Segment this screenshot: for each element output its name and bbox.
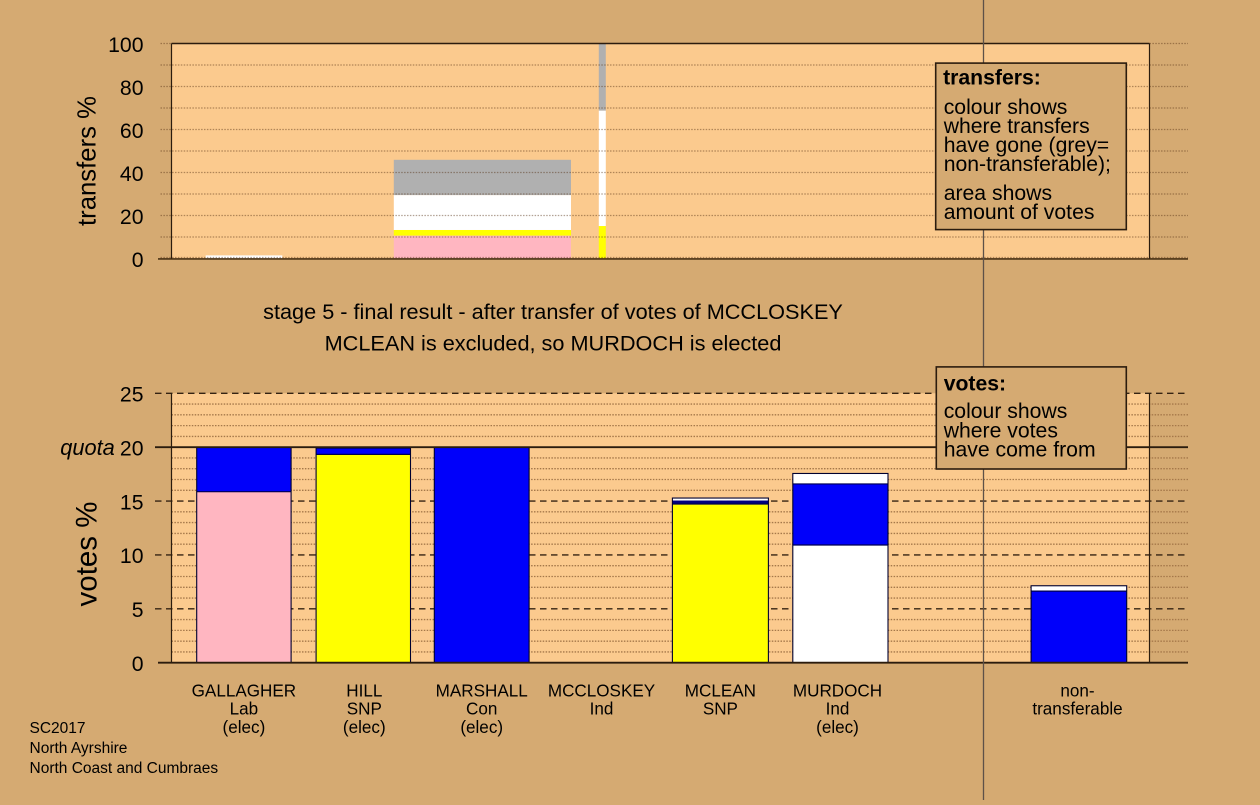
svg-text:North Coast and Cumbraes: North Coast and Cumbraes xyxy=(30,760,219,777)
svg-text:amount of votes: amount of votes xyxy=(944,201,1095,224)
svg-text:80: 80 xyxy=(120,77,144,100)
svg-text:40: 40 xyxy=(120,163,144,186)
svg-text:(elec): (elec) xyxy=(223,718,266,737)
svg-text:(elec): (elec) xyxy=(343,718,386,737)
svg-text:transfers %: transfers % xyxy=(74,96,102,226)
svg-text:Con: Con xyxy=(466,700,497,719)
svg-text:HILL: HILL xyxy=(346,682,382,701)
svg-text:20: 20 xyxy=(120,438,144,461)
svg-text:0: 0 xyxy=(132,653,144,676)
svg-text:colour shows: colour shows xyxy=(944,96,1068,119)
svg-text:SNP: SNP xyxy=(347,700,382,719)
svg-text:SNP: SNP xyxy=(703,700,738,719)
svg-text:colour shows: colour shows xyxy=(944,400,1068,423)
svg-text:MCCLOSKEY: MCCLOSKEY xyxy=(548,682,656,701)
svg-text:where votes: where votes xyxy=(943,419,1058,442)
svg-text:(elec): (elec) xyxy=(460,718,503,737)
svg-text:10: 10 xyxy=(120,545,144,568)
svg-text:non-: non- xyxy=(1060,682,1094,701)
svg-text:area shows: area shows xyxy=(944,182,1052,205)
svg-text:MARSHALL: MARSHALL xyxy=(436,682,528,701)
svg-text:25: 25 xyxy=(120,384,144,407)
svg-text:stage 5 - final result - after: stage 5 - final result - after transfer … xyxy=(263,299,843,324)
svg-text:non-transferable);: non-transferable); xyxy=(944,153,1111,176)
svg-text:MCLEAN: MCLEAN xyxy=(685,682,756,701)
svg-text:votes:: votes: xyxy=(944,372,1006,395)
svg-text:5: 5 xyxy=(132,599,144,622)
svg-text:votes %: votes % xyxy=(71,502,104,607)
svg-text:transfers:: transfers: xyxy=(943,67,1041,90)
svg-text:100: 100 xyxy=(108,34,143,57)
svg-text:transferable: transferable xyxy=(1032,700,1122,719)
svg-text:MCLEAN is excluded, so MURDOCH: MCLEAN is excluded, so MURDOCH is electe… xyxy=(325,330,782,355)
svg-text:GALLAGHER: GALLAGHER xyxy=(192,682,297,701)
svg-text:North Ayrshire: North Ayrshire xyxy=(30,740,128,757)
svg-text:where transfers: where transfers xyxy=(943,115,1090,138)
svg-text:have come from: have come from xyxy=(944,438,1096,461)
svg-text:have gone (grey=: have gone (grey= xyxy=(944,134,1109,157)
svg-text:SC2017: SC2017 xyxy=(30,720,86,737)
svg-text:15: 15 xyxy=(120,491,144,514)
svg-text:Ind: Ind xyxy=(826,700,850,719)
svg-text:0: 0 xyxy=(132,249,144,272)
svg-text:quota: quota xyxy=(60,435,115,460)
svg-text:Ind: Ind xyxy=(590,700,614,719)
svg-text:20: 20 xyxy=(120,206,144,229)
svg-text:MURDOCH: MURDOCH xyxy=(793,682,882,701)
svg-text:(elec): (elec) xyxy=(816,718,859,737)
svg-text:60: 60 xyxy=(120,120,144,143)
svg-text:Lab: Lab xyxy=(230,700,259,719)
